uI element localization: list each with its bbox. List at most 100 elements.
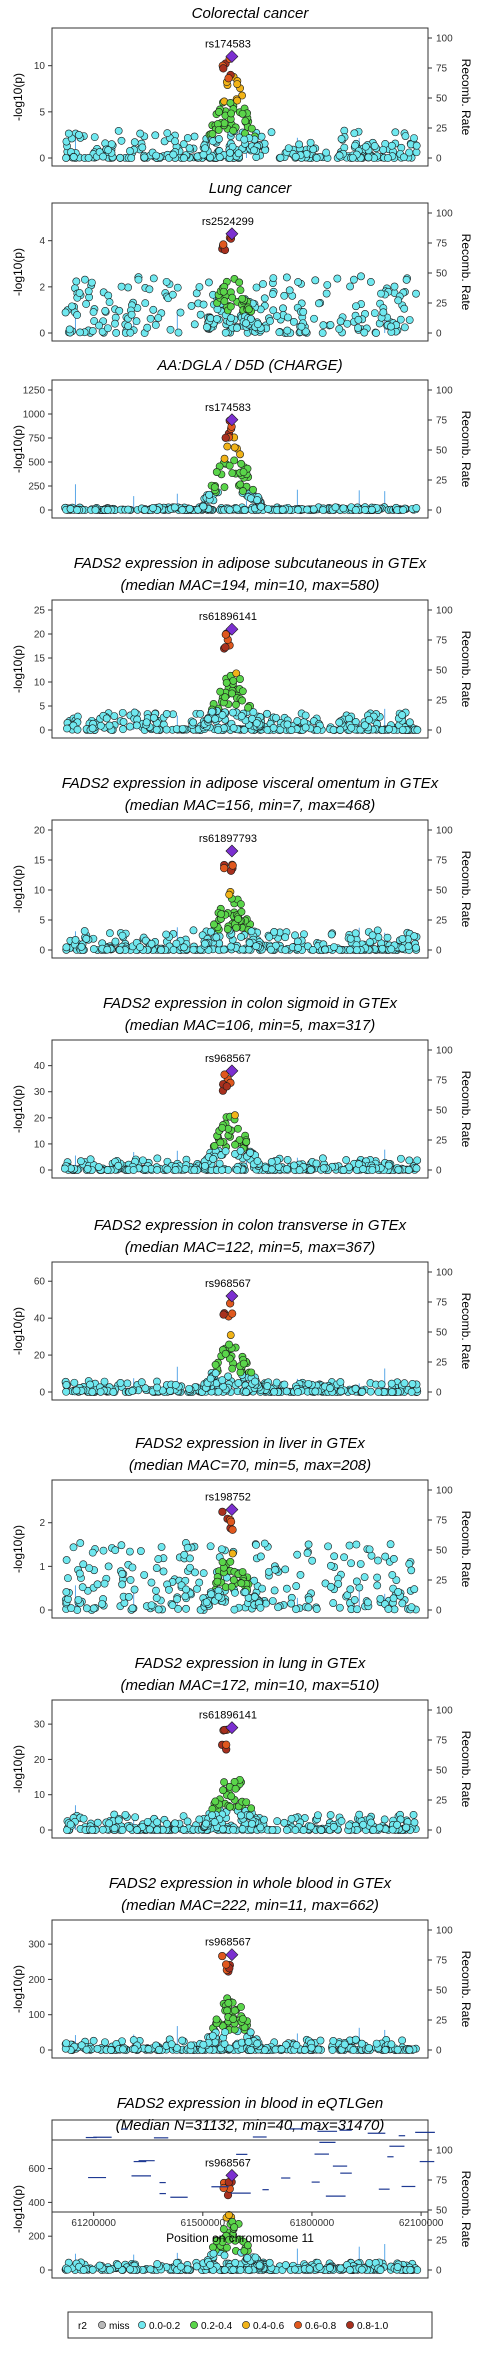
- snp-point: [94, 1163, 103, 1171]
- snp-point: [187, 2041, 195, 2050]
- lead-snp-label: rs174583: [205, 402, 251, 414]
- snp-point: [76, 1539, 85, 1547]
- snp-point: [95, 2261, 104, 2270]
- panel-title: AA:DGLA / D5D (CHARGE): [156, 357, 342, 374]
- snp-point: [228, 293, 237, 302]
- snp-point: [171, 1825, 180, 1834]
- snp-point: [294, 278, 302, 286]
- y2-axis-label: Recomb. Rate: [459, 851, 473, 928]
- snp-point: [146, 2265, 155, 2274]
- snp-point: [283, 720, 292, 729]
- snp-point: [220, 2265, 229, 2274]
- snp-point: [155, 2045, 164, 2054]
- y2-tick-label: 75: [436, 416, 448, 427]
- lead-snp-marker: [225, 622, 239, 636]
- y-tick-label: 0: [39, 726, 45, 737]
- snp-point: [119, 2045, 127, 2054]
- snp-point: [190, 320, 199, 329]
- y2-tick-label: 0: [436, 1166, 442, 1177]
- snp-point: [243, 2254, 252, 2262]
- snp-point: [268, 1826, 277, 1834]
- snp-point: [206, 1542, 215, 1551]
- y2-tick-label: 75: [436, 1298, 448, 1309]
- snp-point: [277, 2045, 286, 2054]
- snp-point: [352, 302, 360, 311]
- snp-point: [327, 1582, 335, 1591]
- panel-title: (median MAC=106, min=5, max=317): [125, 1017, 376, 1034]
- snp-point: [337, 1817, 346, 1825]
- snp-point: [247, 927, 256, 936]
- snp-point: [230, 456, 239, 465]
- y2-tick-label: 100: [436, 386, 453, 397]
- snp-point: [201, 144, 210, 153]
- snp-point: [285, 286, 294, 295]
- snp-point: [227, 109, 236, 118]
- snp-point: [237, 933, 245, 941]
- snp-point: [229, 724, 238, 732]
- snp-point: [209, 2249, 218, 2258]
- snp-point: [218, 1558, 227, 1566]
- snp-point: [311, 276, 320, 285]
- snp-point: [183, 1543, 192, 1552]
- snp-point: [222, 1082, 231, 1091]
- snp-point: [300, 2046, 309, 2054]
- snp-point: [88, 327, 97, 335]
- legend-swatch: [294, 2321, 302, 2329]
- panel-title: FADS2 expression in adipose subcutaneous…: [74, 555, 427, 572]
- y2-tick-label: 50: [436, 1766, 448, 1777]
- lead-snp-label: rs61896141: [199, 1710, 257, 1722]
- lead-snp-marker: [225, 1289, 239, 1303]
- snp-point: [229, 676, 238, 685]
- snp-point: [312, 1605, 321, 1613]
- snp-point: [84, 154, 93, 162]
- y-tick-label: 20: [34, 1113, 46, 1124]
- snp-point: [321, 945, 330, 954]
- y-tick-label: 200: [28, 1975, 45, 1986]
- snp-point: [396, 315, 405, 324]
- snp-point: [313, 726, 322, 734]
- y-tick-label: 40: [34, 1061, 46, 1072]
- snp-point: [412, 504, 421, 512]
- snp-point: [284, 144, 293, 153]
- snp-point: [62, 154, 70, 162]
- snp-point: [379, 145, 388, 154]
- snp-point: [357, 2039, 366, 2048]
- y2-tick-label: 25: [436, 124, 448, 135]
- lead-snp-label: rs61897793: [199, 833, 257, 845]
- y2-tick-label: 75: [436, 2176, 448, 2187]
- snp-point: [62, 1387, 71, 1396]
- snp-point: [152, 725, 161, 734]
- snp-point: [368, 931, 377, 940]
- y2-axis-label: Recomb. Rate: [459, 1731, 473, 1808]
- snp-point: [350, 1596, 359, 1604]
- snp-point: [62, 1381, 71, 1389]
- snp-point: [233, 1166, 242, 1174]
- snp-point: [370, 142, 379, 150]
- snp-point: [267, 128, 276, 137]
- y2-tick-label: 100: [436, 826, 453, 837]
- snp-point: [388, 1825, 397, 1834]
- snp-point: [335, 325, 344, 333]
- snp-point: [211, 2038, 219, 2047]
- snp-point: [326, 321, 335, 329]
- snp-point: [81, 275, 89, 284]
- snp-point: [229, 2265, 238, 2274]
- snp-point: [151, 321, 160, 329]
- y-tick-label: 5: [39, 916, 45, 927]
- snp-point: [169, 150, 178, 159]
- snp-point: [359, 1820, 368, 1829]
- snp-point: [123, 1379, 132, 1388]
- snp-point: [140, 153, 149, 162]
- snp-point: [101, 306, 110, 315]
- snp-point: [153, 1826, 162, 1834]
- snp-point: [257, 502, 265, 511]
- snp-point: [218, 1376, 227, 1385]
- snp-point: [152, 1594, 161, 1602]
- snp-point: [217, 910, 226, 918]
- panel-2: Lung cancer 0 2 4 0 25 50 75 100 -log10(p) Recomb.…: [11, 180, 473, 342]
- snp-point: [237, 1811, 245, 1820]
- snp-point: [348, 153, 357, 162]
- snp-point: [255, 2261, 264, 2270]
- snp-point: [325, 2264, 334, 2272]
- snp-point: [400, 1379, 409, 1388]
